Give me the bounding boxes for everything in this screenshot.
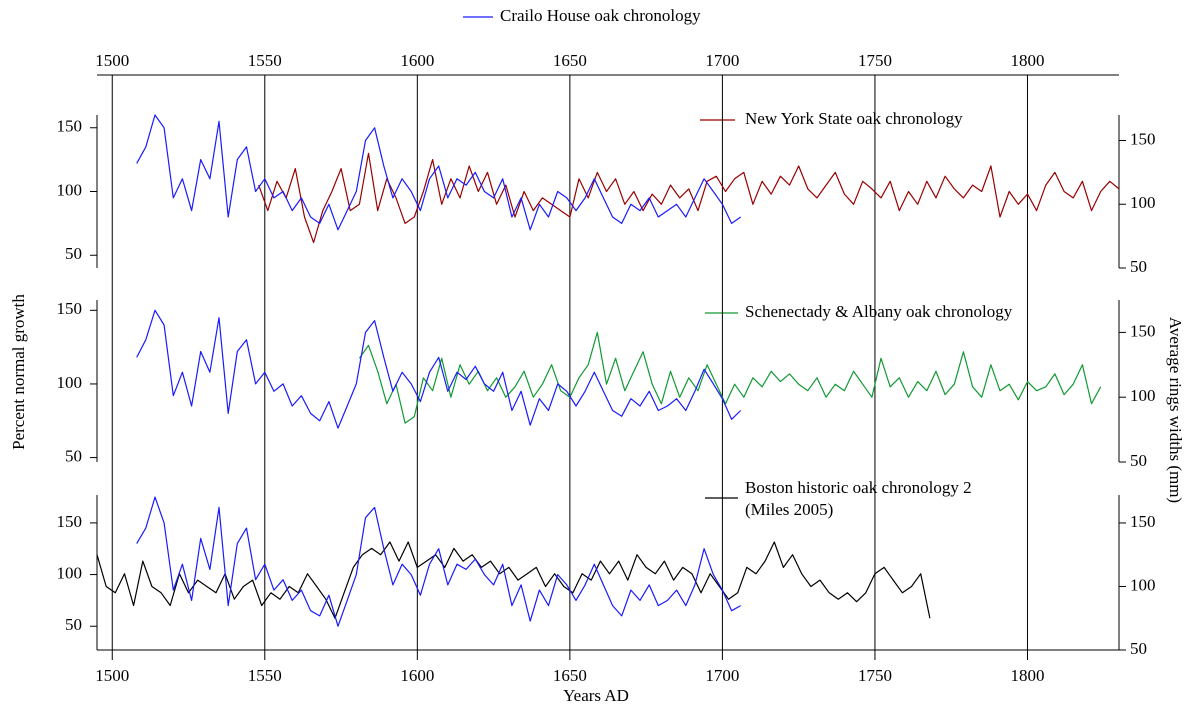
x-tick-label: 1500 [95, 666, 129, 685]
y2-tick-label: 100 [1130, 193, 1156, 212]
legend-label: Schenectady & Albany oak chronology [745, 302, 1013, 321]
y-tick-label: 50 [65, 615, 82, 634]
y2-tick-label: 150 [1130, 129, 1156, 148]
y-tick-label: 150 [57, 512, 83, 531]
y-axis-title: Percent normal growth [9, 294, 28, 450]
x-tick-label: 1650 [553, 666, 587, 685]
x-tick-label: 1600 [400, 51, 434, 70]
legend-label: Boston historic oak chronology 2 [745, 478, 972, 497]
y2-axis-title: Average rings widths (mm) [1166, 317, 1185, 503]
legend-label: Crailo House oak chronology [500, 6, 701, 25]
y2-tick-label: 150 [1130, 321, 1156, 340]
y2-tick-label: 150 [1130, 512, 1156, 531]
y-tick-label: 100 [57, 373, 83, 392]
x-tick-label: 1800 [1010, 666, 1044, 685]
x-tick-label: 1700 [705, 51, 739, 70]
x-tick-label: 1700 [705, 666, 739, 685]
y2-tick-label: 50 [1130, 451, 1147, 470]
y-tick-label: 150 [57, 299, 83, 318]
x-tick-label: 1650 [553, 51, 587, 70]
series-line [96, 541, 931, 619]
x-axis-title: Years AD [563, 686, 629, 705]
x-tick-label: 1550 [248, 666, 282, 685]
y-tick-label: 100 [57, 180, 83, 199]
x-tick-label: 1800 [1010, 51, 1044, 70]
y-tick-label: 50 [65, 446, 82, 465]
legend-label: New York State oak chronology [745, 109, 963, 128]
y-tick-label: 100 [57, 563, 83, 582]
series-line [136, 309, 742, 429]
y2-tick-label: 50 [1130, 639, 1147, 658]
y-tick-label: 150 [57, 117, 83, 136]
y2-tick-label: 100 [1130, 386, 1156, 405]
legend-annotation: (Miles 2005) [745, 500, 833, 519]
series-line [258, 152, 1120, 244]
x-tick-label: 1550 [248, 51, 282, 70]
y-tick-label: 50 [65, 244, 82, 263]
series-line [136, 114, 742, 231]
x-tick-label: 1750 [858, 666, 892, 685]
x-tick-label: 1500 [95, 51, 129, 70]
x-tick-label: 1750 [858, 51, 892, 70]
series-line [358, 331, 1102, 424]
series-line [136, 496, 741, 627]
y2-tick-label: 50 [1130, 257, 1147, 276]
y2-tick-label: 100 [1130, 575, 1156, 594]
x-tick-label: 1600 [400, 666, 434, 685]
